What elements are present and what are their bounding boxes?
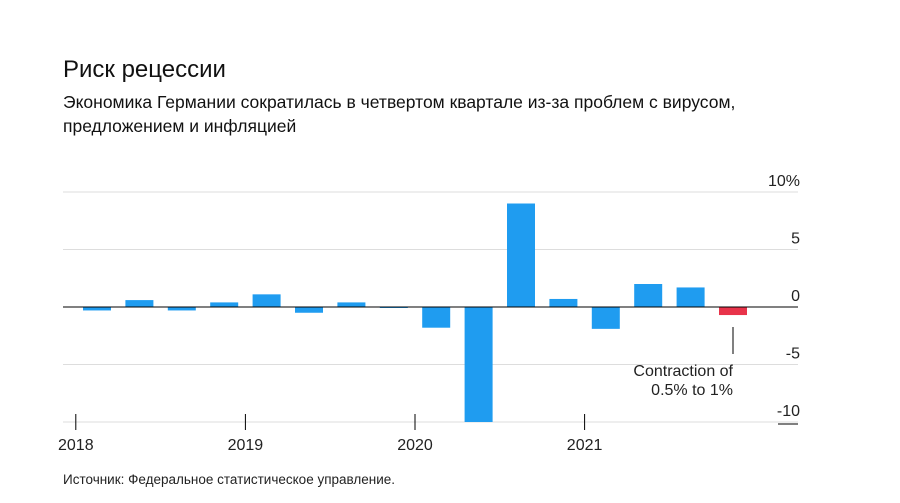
bar bbox=[210, 302, 239, 307]
bar bbox=[83, 307, 111, 311]
x-year-label: 2021 bbox=[567, 437, 603, 454]
y-tick-label: 5 bbox=[791, 231, 800, 248]
bar bbox=[719, 307, 747, 316]
annotation-text: Contraction of bbox=[633, 363, 733, 380]
y-tick-label: 10% bbox=[768, 173, 800, 190]
y-tick-label: -5 bbox=[786, 346, 800, 363]
source-note: Источник: Федеральное статистическое упр… bbox=[63, 472, 396, 487]
y-tick-label: -10 bbox=[777, 403, 800, 420]
annotation-text: 0.5% to 1% bbox=[651, 382, 733, 399]
bar bbox=[295, 307, 323, 313]
x-year-label: 2018 bbox=[58, 437, 94, 454]
bar bbox=[252, 294, 281, 307]
bar bbox=[337, 302, 366, 307]
x-year-label: 2019 bbox=[228, 437, 264, 454]
bar bbox=[167, 307, 196, 311]
bar bbox=[464, 307, 493, 422]
chart-title: Риск рецессии bbox=[63, 56, 226, 83]
bar bbox=[422, 307, 451, 328]
bar bbox=[591, 307, 620, 329]
x-year-label: 2020 bbox=[397, 437, 433, 454]
bar bbox=[634, 284, 663, 307]
bar bbox=[549, 298, 578, 307]
chart-subtitle: Экономика Германии сократилась в четверт… bbox=[63, 92, 736, 136]
bar bbox=[125, 300, 154, 307]
bar bbox=[507, 203, 535, 307]
bar bbox=[676, 287, 705, 307]
y-tick-label: 0 bbox=[791, 288, 800, 305]
